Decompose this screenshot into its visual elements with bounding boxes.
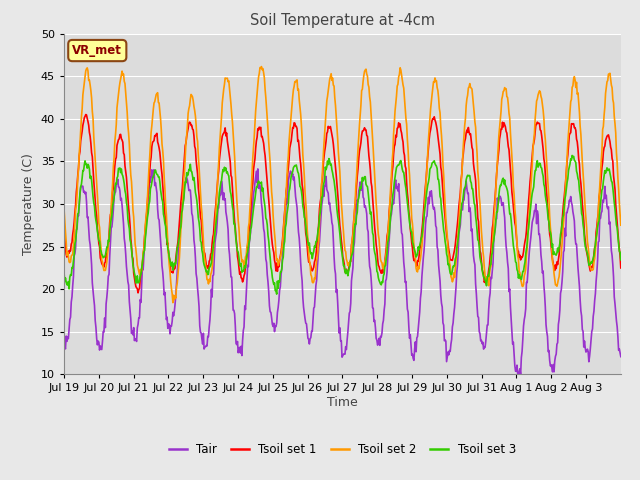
Tsoil set 2 bbox=[433, 78, 440, 84]
Tair bbox=[515, 376, 522, 382]
Line: Tsoil set 1: Tsoil set 1 bbox=[64, 115, 621, 293]
Y-axis label: Temperature (C): Temperature (C) bbox=[22, 153, 35, 255]
Tsoil set 1 bbox=[617, 265, 625, 271]
Tsoil set 1 bbox=[134, 290, 142, 296]
Tair bbox=[432, 223, 440, 228]
Tsoil set 2 bbox=[258, 64, 266, 70]
Tsoil set 1 bbox=[126, 223, 134, 228]
Tsoil set 1 bbox=[278, 243, 285, 249]
X-axis label: Time: Time bbox=[327, 396, 358, 409]
Tsoil set 2 bbox=[125, 142, 133, 147]
Tsoil set 3 bbox=[617, 257, 625, 263]
Tsoil set 3 bbox=[568, 153, 576, 158]
Text: VR_met: VR_met bbox=[72, 44, 122, 57]
Tsoil set 3 bbox=[277, 269, 285, 275]
Tsoil set 3 bbox=[255, 180, 263, 186]
Tsoil set 3 bbox=[228, 198, 236, 204]
Title: Soil Temperature at -4cm: Soil Temperature at -4cm bbox=[250, 13, 435, 28]
Legend: Tair, Tsoil set 1, Tsoil set 2, Tsoil set 3: Tair, Tsoil set 1, Tsoil set 2, Tsoil se… bbox=[164, 438, 520, 461]
Tsoil set 2 bbox=[278, 247, 285, 252]
Tsoil set 2 bbox=[617, 222, 625, 228]
Tair bbox=[125, 299, 133, 304]
Tsoil set 2 bbox=[228, 119, 236, 125]
Tair bbox=[60, 336, 68, 341]
Tair bbox=[617, 354, 625, 360]
Tsoil set 1 bbox=[401, 163, 409, 169]
Tair bbox=[401, 267, 408, 273]
Line: Tsoil set 2: Tsoil set 2 bbox=[64, 67, 621, 303]
Tsoil set 3 bbox=[432, 162, 440, 168]
Tsoil set 1 bbox=[229, 197, 237, 203]
Tsoil set 1 bbox=[82, 112, 90, 118]
Tsoil set 1 bbox=[257, 124, 264, 130]
Tsoil set 3 bbox=[125, 226, 133, 232]
Tsoil set 2 bbox=[60, 205, 68, 211]
Line: Tair: Tair bbox=[64, 169, 621, 379]
Tsoil set 2 bbox=[401, 106, 409, 111]
Tsoil set 2 bbox=[169, 300, 177, 306]
Tsoil set 3 bbox=[60, 269, 68, 275]
Tair bbox=[256, 183, 264, 189]
Tsoil set 1 bbox=[60, 231, 68, 237]
Tsoil set 3 bbox=[273, 291, 280, 297]
Line: Tsoil set 3: Tsoil set 3 bbox=[64, 156, 621, 294]
Tair bbox=[228, 274, 236, 280]
Tsoil set 3 bbox=[401, 176, 408, 181]
Tair bbox=[277, 272, 285, 277]
Tair bbox=[254, 166, 262, 172]
Tsoil set 1 bbox=[433, 123, 440, 129]
Tsoil set 2 bbox=[256, 65, 264, 71]
